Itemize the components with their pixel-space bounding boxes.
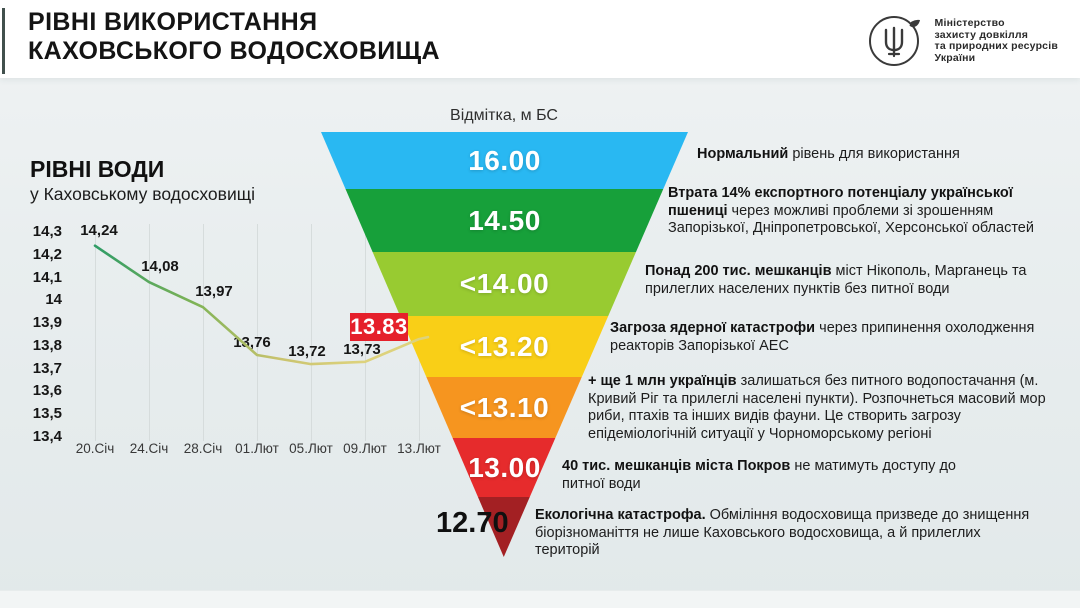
level-note-bold: Нормальний (697, 146, 789, 162)
ministry-name: Міністерство захисту довкілля та природн… (934, 17, 1059, 64)
gridline (311, 224, 312, 441)
funnel-band: <14.00 (321, 252, 688, 316)
gridline (149, 224, 150, 441)
level-note-text: міст Нікополь, Марганець та прилеглих на… (645, 263, 1027, 297)
x-axis-label: 05.Лют (289, 441, 333, 456)
level-note-bold: Понад 200 тис. мешканців (645, 263, 832, 279)
chart-subtitle: у Каховському водосховищі (30, 184, 256, 204)
y-axis-label: 13,5 (32, 405, 62, 423)
y-axis-label: 14,1 (32, 268, 62, 286)
ministry-line: України (934, 51, 976, 64)
level-note-text: не матимуть доступу до питної води (562, 458, 956, 492)
x-axis-label: 24.Січ (129, 441, 169, 456)
gridline (203, 224, 204, 441)
ministry-logo: Міністерство захисту довкілля та природн… (867, 14, 1059, 68)
funnel-band-label: <13.10 (459, 391, 550, 423)
y-axis-label: 14,3 (32, 223, 62, 240)
level-note: + ще 1 млн українців залишаться без питн… (588, 373, 1056, 443)
level-note-text: залишаться без питного водопостачання (м… (588, 373, 1046, 442)
y-axis-label: 14 (45, 291, 62, 309)
funnel-axis-caption: Відмітка, м БС (450, 107, 558, 124)
data-point-label: 14,08 (141, 258, 179, 276)
funnel-band: 14.50 (321, 189, 688, 252)
y-axis-label: 13,4 (32, 428, 62, 445)
level-note: 40 тис. мешканців міста Покров не матиму… (562, 458, 982, 493)
y-axis-label: 14,2 (32, 245, 62, 263)
leaf-icon (909, 19, 920, 28)
y-axis-label: 13,9 (32, 314, 62, 332)
data-point-label: 13,73 (343, 340, 381, 358)
level-note: Загроза ядерної катастрофи через припине… (610, 320, 1040, 355)
y-axis-label: 13,6 (32, 382, 62, 400)
level-note: Втрата 14% експортного потенціалу україн… (668, 185, 1066, 238)
gridline (95, 224, 96, 441)
level-note: Понад 200 тис. мешканців міст Нікополь, … (645, 263, 1065, 298)
ministry-line: захисту довкілля (934, 28, 1029, 41)
data-point-label: 13,97 (195, 283, 233, 301)
funnel-band-label: <14.00 (459, 268, 550, 299)
y-axis-label: 13,8 (32, 336, 62, 354)
x-axis-label: 13.Лют (397, 441, 441, 456)
left-accent-bar (2, 8, 5, 74)
x-axis-label: 09.Лют (343, 441, 387, 456)
ministry-line: Міністерство (934, 17, 1005, 29)
funnel-tip-label: 12.70 (436, 507, 509, 539)
level-note-text: через припинення охолодження реакторів З… (610, 320, 1035, 354)
bottom-strip (0, 590, 1080, 608)
x-axis-label: 20.Січ (75, 441, 115, 456)
page-title-line1: РІВНІ ВИКОРИСТАННЯ (28, 8, 318, 36)
level-note-bold: + ще 1 млн українців (588, 373, 737, 389)
funnel-band-label: <13.20 (459, 330, 550, 362)
ministry-line: та природних ресурсів (934, 40, 1058, 52)
chart-title: РІВНІ ВОДИ (30, 156, 165, 182)
level-note-text: рівень для використання (788, 146, 960, 162)
funnel-band-label: 13.00 (468, 451, 541, 483)
page-title: РІВНІ ВИКОРИСТАННЯ КАХОВСЬКОГО ВОДОСХОВИ… (28, 8, 440, 66)
page-title-line2: КАХОВСЬКОГО ВОДОСХОВИЩА (28, 37, 440, 65)
level-note-text: Обміління водосховища призведе до знищен… (535, 507, 1030, 558)
trident-emblem-icon (868, 16, 920, 66)
data-point-label: 13,72 (288, 343, 326, 361)
data-point-label: 13,76 (233, 334, 271, 351)
level-note-text: через можливі проблеми зі зрошенням Запо… (668, 202, 1034, 237)
funnel-band-label: 14.50 (468, 204, 541, 236)
level-note-bold: Втрата 14% експортного потенціалу україн… (668, 185, 1013, 219)
level-note: Нормальний рівень для використання (697, 146, 1067, 164)
x-axis-label: 28.Січ (183, 441, 223, 456)
funnel-band: 16.00 (321, 132, 688, 189)
x-axis-label: 01.Лют (235, 441, 279, 456)
gridline (257, 224, 258, 441)
level-note-bold: 40 тис. мешканців міста Покров (562, 458, 791, 474)
level-note-bold: Загроза ядерної катастрофи (610, 320, 816, 336)
header: РІВНІ ВИКОРИСТАННЯ КАХОВСЬКОГО ВОДОСХОВИ… (0, 0, 1080, 78)
level-note: Екологічна катастрофа. Обміління водосхо… (535, 507, 1040, 560)
data-point-label: 14,24 (80, 221, 118, 239)
current-level-badge: 13.83 (350, 313, 408, 341)
y-axis-label: 13,7 (32, 359, 62, 377)
funnel-band-label: 16.00 (468, 144, 541, 176)
level-note-bold: Екологічна катастрофа. (535, 507, 706, 523)
